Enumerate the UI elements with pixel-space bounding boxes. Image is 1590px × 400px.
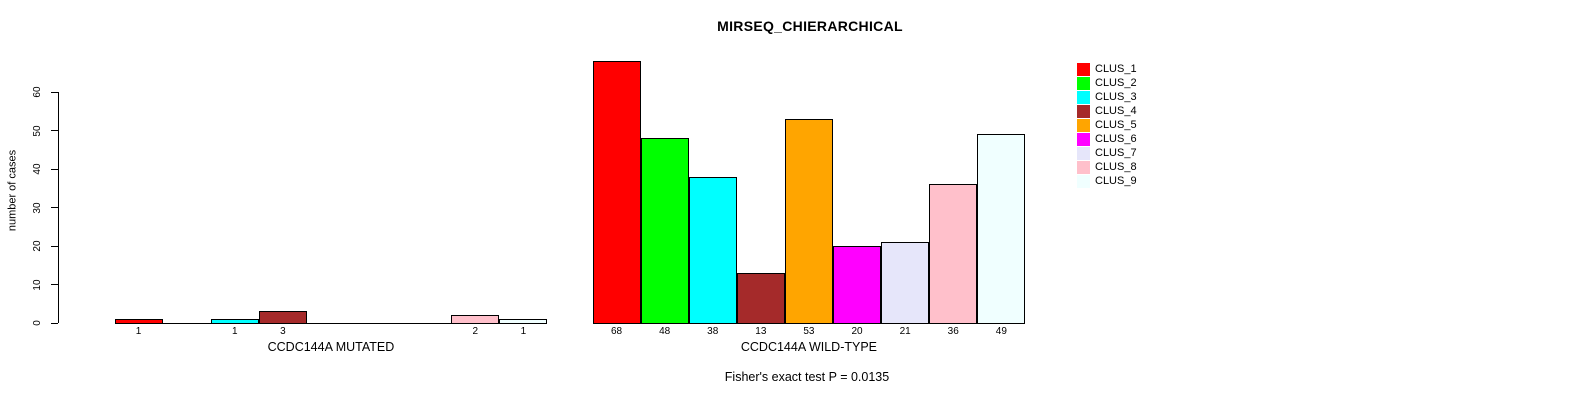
legend-label-clus_3: CLUS_3	[1095, 91, 1137, 103]
bar-value-label: 38	[707, 326, 719, 337]
bar-clus_3	[210, 319, 259, 324]
y-tick-mark	[51, 284, 58, 285]
group-label: CCDC144A MUTATED	[267, 340, 395, 354]
bar-clus_1	[114, 319, 163, 324]
y-axis-title: number of cases	[6, 149, 19, 232]
legend-label-clus_6: CLUS_6	[1095, 133, 1137, 145]
y-tick-mark	[51, 245, 58, 247]
bar-clus_9	[499, 319, 548, 324]
bar-clus_3	[688, 176, 737, 324]
bar-clus_2	[640, 138, 689, 324]
y-tick-mark	[51, 168, 58, 170]
legend-swatch-clus_6	[1077, 133, 1090, 146]
chart-title: MIRSEQ_CHIERARCHICAL	[717, 18, 903, 34]
bar-value-label: 21	[899, 326, 911, 337]
bar-value-label: 68	[610, 326, 623, 337]
bar-value-label: 36	[947, 326, 959, 337]
legend-swatch-clus_2	[1077, 77, 1090, 90]
y-tick-label: 50	[32, 124, 43, 137]
bar-clus_1	[592, 61, 641, 324]
y-tick-mark	[51, 130, 58, 131]
y-tick-mark	[51, 322, 58, 324]
bar-clus_8	[929, 184, 978, 324]
legend-swatch-clus_5	[1077, 119, 1090, 132]
legend-label-clus_8: CLUS_8	[1095, 161, 1137, 173]
bar-value-label: 3	[280, 326, 286, 337]
bar-value-label: 49	[995, 326, 1007, 337]
y-tick-mark	[51, 91, 58, 93]
bar-value-label: 53	[803, 326, 815, 337]
legend-label-clus_5: CLUS_5	[1095, 119, 1137, 131]
legend-swatch-clus_4	[1077, 105, 1090, 118]
bar-value-label: 48	[659, 326, 671, 337]
bar-value-label: 1	[520, 326, 527, 337]
legend-swatch-clus_1	[1077, 63, 1090, 76]
zero-bar-clus_5	[306, 323, 355, 324]
zero-bar-clus_6	[355, 323, 404, 324]
zero-bar-clus_7	[403, 323, 452, 324]
bar-value-label: 13	[755, 326, 767, 337]
zero-bar-clus_2	[162, 323, 211, 324]
y-tick-label: 0	[32, 320, 43, 326]
legend-swatch-clus_7	[1077, 147, 1090, 160]
bar-clus_6	[833, 246, 882, 324]
legend-label-clus_9: CLUS_9	[1095, 175, 1137, 187]
legend-label-clus_1: CLUS_1	[1095, 63, 1137, 75]
y-tick-label: 40	[32, 163, 43, 175]
fisher-test-annotation: Fisher's exact test P = 0.0135	[724, 370, 890, 384]
bar-value-label: 1	[135, 326, 142, 337]
y-tick-label: 60	[32, 86, 43, 98]
bar-clus_4	[258, 311, 307, 324]
legend-swatch-clus_8	[1077, 161, 1090, 174]
legend-swatch-clus_9	[1077, 175, 1090, 188]
bar-clus_7	[881, 242, 930, 324]
bar-value-label: 2	[472, 326, 479, 337]
bar-value-label: 1	[231, 326, 238, 337]
y-tick-mark	[51, 207, 58, 208]
bar-clus_4	[736, 272, 785, 324]
legend-swatch-clus_3	[1077, 91, 1090, 104]
bar-clus_9	[977, 134, 1026, 324]
y-axis-line	[58, 92, 59, 323]
legend-label-clus_2: CLUS_2	[1095, 77, 1137, 89]
legend-label-clus_7: CLUS_7	[1095, 147, 1137, 159]
legend-label-clus_4: CLUS_4	[1095, 105, 1137, 117]
y-tick-label: 20	[32, 240, 43, 252]
group-label: CCDC144A WILD-TYPE	[740, 340, 878, 354]
bar-clus_5	[784, 118, 833, 324]
y-tick-label: 10	[32, 278, 43, 291]
y-tick-label: 30	[32, 201, 43, 214]
bar-value-label: 20	[851, 326, 863, 337]
bar-clus_8	[451, 315, 500, 324]
